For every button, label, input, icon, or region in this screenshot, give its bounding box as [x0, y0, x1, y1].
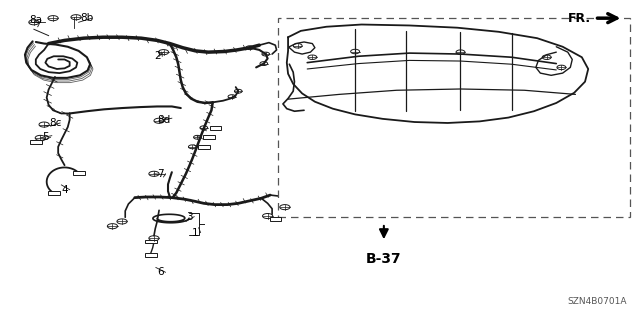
Bar: [73, 171, 84, 175]
Bar: [145, 253, 157, 257]
Bar: [48, 191, 60, 195]
Text: 7: 7: [157, 169, 164, 179]
Text: FR.: FR.: [568, 12, 591, 25]
Text: 2: 2: [154, 51, 161, 61]
Text: 4: 4: [61, 185, 68, 195]
Text: 8d: 8d: [157, 115, 170, 125]
Bar: [30, 140, 42, 144]
Bar: [198, 145, 209, 149]
Bar: [145, 240, 157, 243]
Text: 8c: 8c: [49, 118, 61, 128]
Bar: [209, 126, 221, 130]
Text: 8a: 8a: [29, 15, 42, 26]
Text: 3: 3: [186, 212, 193, 222]
Text: 8b: 8b: [80, 13, 93, 23]
Text: SZN4B0701A: SZN4B0701A: [567, 297, 627, 306]
Bar: [269, 217, 281, 221]
Text: B-37: B-37: [366, 252, 402, 266]
Text: 6: 6: [157, 267, 164, 277]
Bar: [203, 135, 214, 139]
Text: 1: 1: [192, 227, 199, 238]
Bar: [278, 18, 630, 217]
Text: 5: 5: [42, 132, 49, 142]
